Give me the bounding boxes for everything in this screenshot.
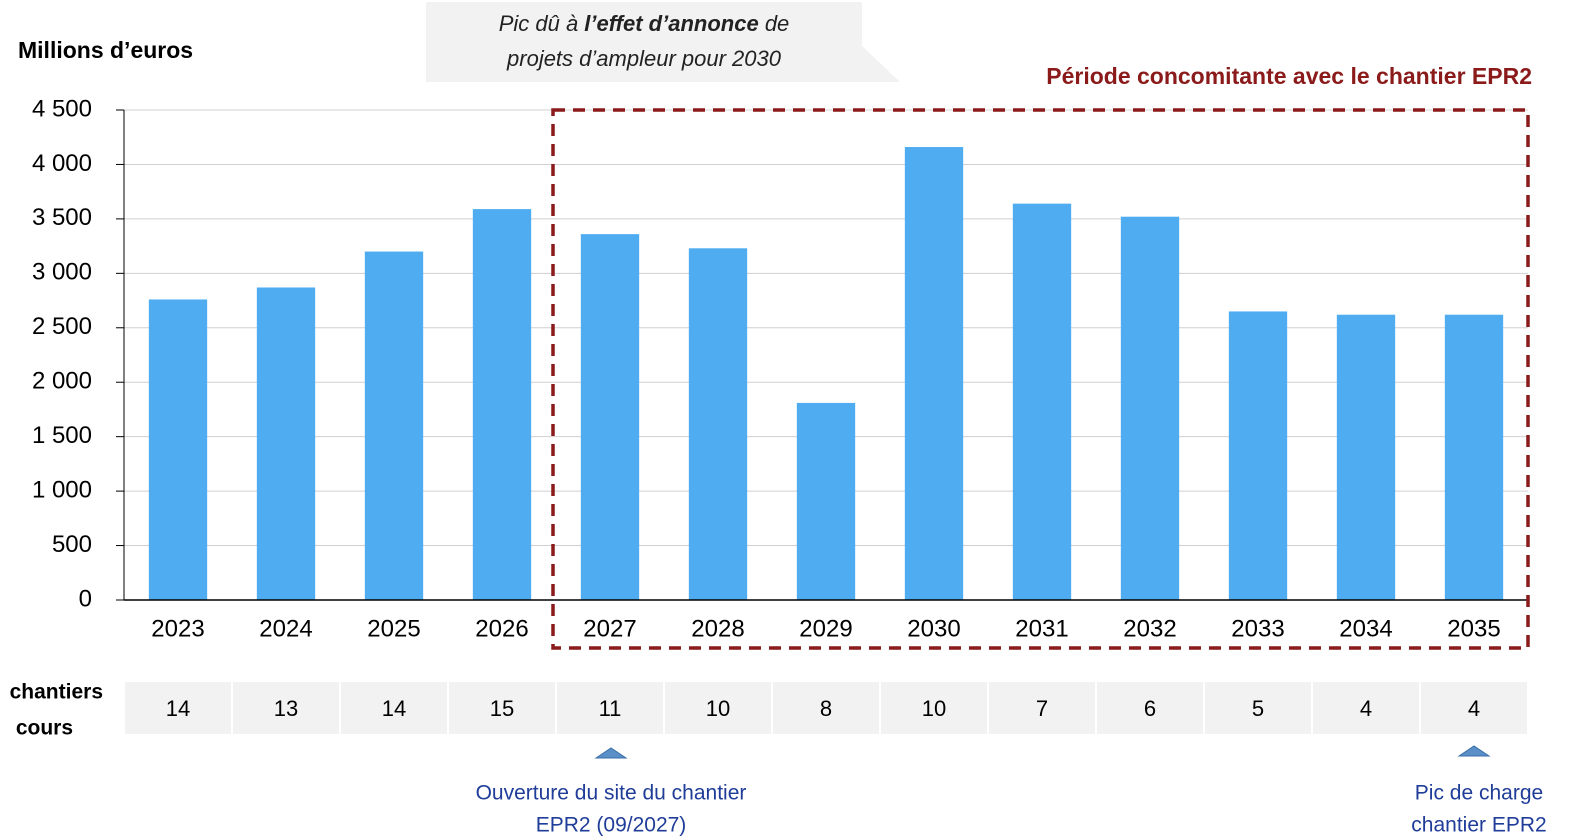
y-tick-label: 3 000	[32, 259, 92, 286]
row-cell	[1313, 682, 1419, 734]
row-cell	[341, 682, 447, 734]
note: Pic de charge	[1415, 782, 1543, 805]
row-cell	[989, 682, 1095, 734]
bar	[688, 248, 748, 601]
row-value: 4	[1468, 696, 1480, 721]
callout-part: l’effet d’annonce	[584, 11, 758, 36]
bar	[364, 251, 424, 601]
x-tick-label: 2029	[799, 615, 852, 642]
row-value: 6	[1144, 696, 1156, 721]
row-value: 14	[382, 696, 406, 721]
note: chantier EPR2	[1411, 814, 1546, 837]
row-value: 8	[820, 696, 832, 721]
row-cell	[233, 682, 339, 734]
x-tick-label: 2026	[475, 615, 528, 642]
callout-box	[426, 2, 862, 82]
y-tick-label: 4 000	[32, 150, 92, 177]
x-tick-label: 2028	[691, 615, 744, 642]
row-cell	[665, 682, 771, 734]
row-cell	[449, 682, 555, 734]
x-tick-label: 2035	[1447, 615, 1500, 642]
note: Ouverture du site du chantier	[476, 782, 747, 805]
x-tick-label: 2027	[583, 615, 636, 642]
x-tick-label: 2033	[1231, 615, 1284, 642]
bar	[1120, 216, 1180, 600]
x-tick-label: 2032	[1123, 615, 1176, 642]
bar	[472, 209, 532, 601]
row-label: cours	[16, 717, 73, 740]
row-cell	[125, 682, 231, 734]
bar	[1444, 314, 1504, 600]
callout-part: de	[759, 11, 790, 36]
marker-triangle	[594, 747, 628, 759]
row-value: 15	[490, 696, 514, 721]
bar	[1336, 314, 1396, 600]
callout-part: Pic dû à	[499, 11, 585, 36]
row-value: 11	[599, 696, 622, 721]
x-tick-label: 2034	[1339, 615, 1392, 642]
bar	[580, 234, 640, 600]
y-tick-label: 2 000	[32, 368, 92, 395]
period-label: Période concomitante avec le chantier EP…	[1046, 63, 1532, 89]
row-cell	[773, 682, 879, 734]
row-value: 10	[922, 696, 946, 721]
y-tick-label: 4 500	[32, 95, 92, 122]
bar	[796, 402, 856, 600]
row-value: 10	[706, 696, 730, 721]
note: EPR2 (09/2027)	[536, 814, 687, 837]
row-value: 5	[1252, 696, 1264, 721]
row-cell	[881, 682, 987, 734]
callout-pointer	[862, 46, 900, 82]
x-tick-label: 2031	[1015, 615, 1068, 642]
bar	[1012, 203, 1072, 600]
y-tick-label: 2 500	[32, 313, 92, 340]
row-label: chantiers	[10, 681, 103, 704]
x-tick-label: 2025	[367, 615, 420, 642]
row-value: 14	[166, 696, 190, 721]
y-tick-label: 1 500	[32, 422, 92, 449]
row-value: 7	[1036, 696, 1048, 721]
row-value: 13	[274, 696, 298, 721]
marker-triangle	[1457, 745, 1491, 757]
y-tick-label: 1 000	[32, 476, 92, 503]
callout-text: Pic dû à l’effet d’annonce de	[499, 11, 790, 36]
period-box	[551, 108, 1530, 650]
y-axis-label: Millions d’euros	[18, 37, 193, 63]
y-tick-label: 3 500	[32, 204, 92, 231]
bar	[904, 147, 964, 600]
x-tick-label: 2023	[151, 615, 204, 642]
callout-text: projets d’ampleur pour 2030	[506, 46, 782, 71]
row-cell	[1205, 682, 1311, 734]
row-cell	[1421, 682, 1527, 734]
y-tick-label: 0	[79, 585, 92, 612]
x-tick-label: 2030	[907, 615, 960, 642]
x-tick-label: 2024	[259, 615, 312, 642]
bar	[148, 299, 208, 600]
row-cell	[557, 682, 663, 734]
bar	[256, 287, 316, 600]
row-value: 4	[1360, 696, 1372, 721]
y-tick-label: 500	[52, 531, 92, 558]
row-cell	[1097, 682, 1203, 734]
bar	[1228, 311, 1288, 600]
